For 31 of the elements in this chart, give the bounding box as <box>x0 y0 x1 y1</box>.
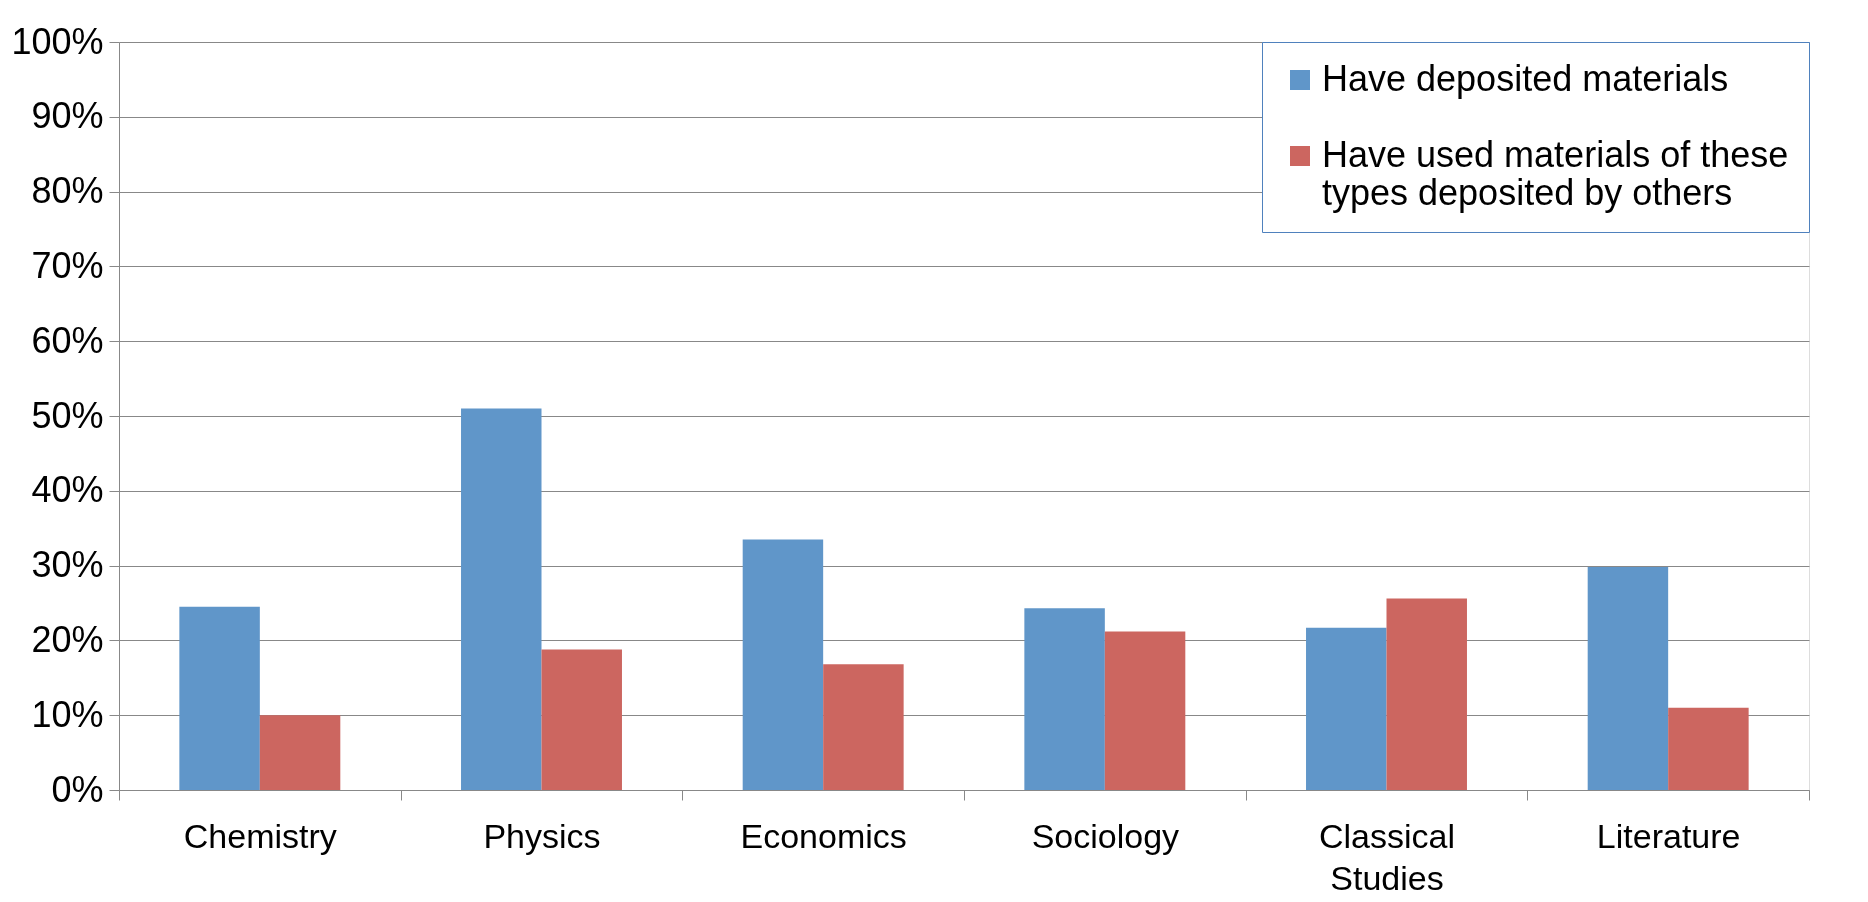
bar <box>1306 627 1387 790</box>
bar <box>541 649 622 790</box>
bar <box>1104 631 1186 790</box>
bar <box>1587 567 1669 790</box>
x-tick-label: Classical Studies <box>1318 816 1456 897</box>
bar <box>461 408 542 790</box>
legend-label: Have deposited materials <box>1322 58 1729 99</box>
y-tick-label: 60% <box>31 319 104 361</box>
bar <box>259 715 341 790</box>
y-tick-label: 10% <box>31 693 104 735</box>
y-tick-label: 30% <box>31 544 104 586</box>
y-tick-label: 80% <box>31 170 104 212</box>
bar <box>1668 707 1749 790</box>
y-tick-label: 40% <box>31 469 104 511</box>
y-tick-label: 70% <box>31 244 104 286</box>
bar <box>1024 608 1105 790</box>
legend-label: Have used materials of these types deposited by others <box>1322 134 1789 213</box>
x-tick-label: Literature <box>1596 816 1741 855</box>
x-tick-label: Physics <box>483 816 601 855</box>
x-tick-label: Sociology <box>1031 816 1180 855</box>
bar <box>742 539 824 790</box>
x-tick-label: Chemistry <box>183 816 337 855</box>
y-tick-label: 0% <box>51 768 104 810</box>
bar <box>179 606 260 790</box>
y-tick-label: 100% <box>11 20 104 62</box>
bar <box>1386 598 1467 790</box>
bar <box>823 664 904 790</box>
y-tick-label: 20% <box>31 618 104 660</box>
x-tick-label: Economics <box>740 816 907 855</box>
y-tick-label: 90% <box>31 95 104 137</box>
y-tick-label: 50% <box>31 394 104 436</box>
